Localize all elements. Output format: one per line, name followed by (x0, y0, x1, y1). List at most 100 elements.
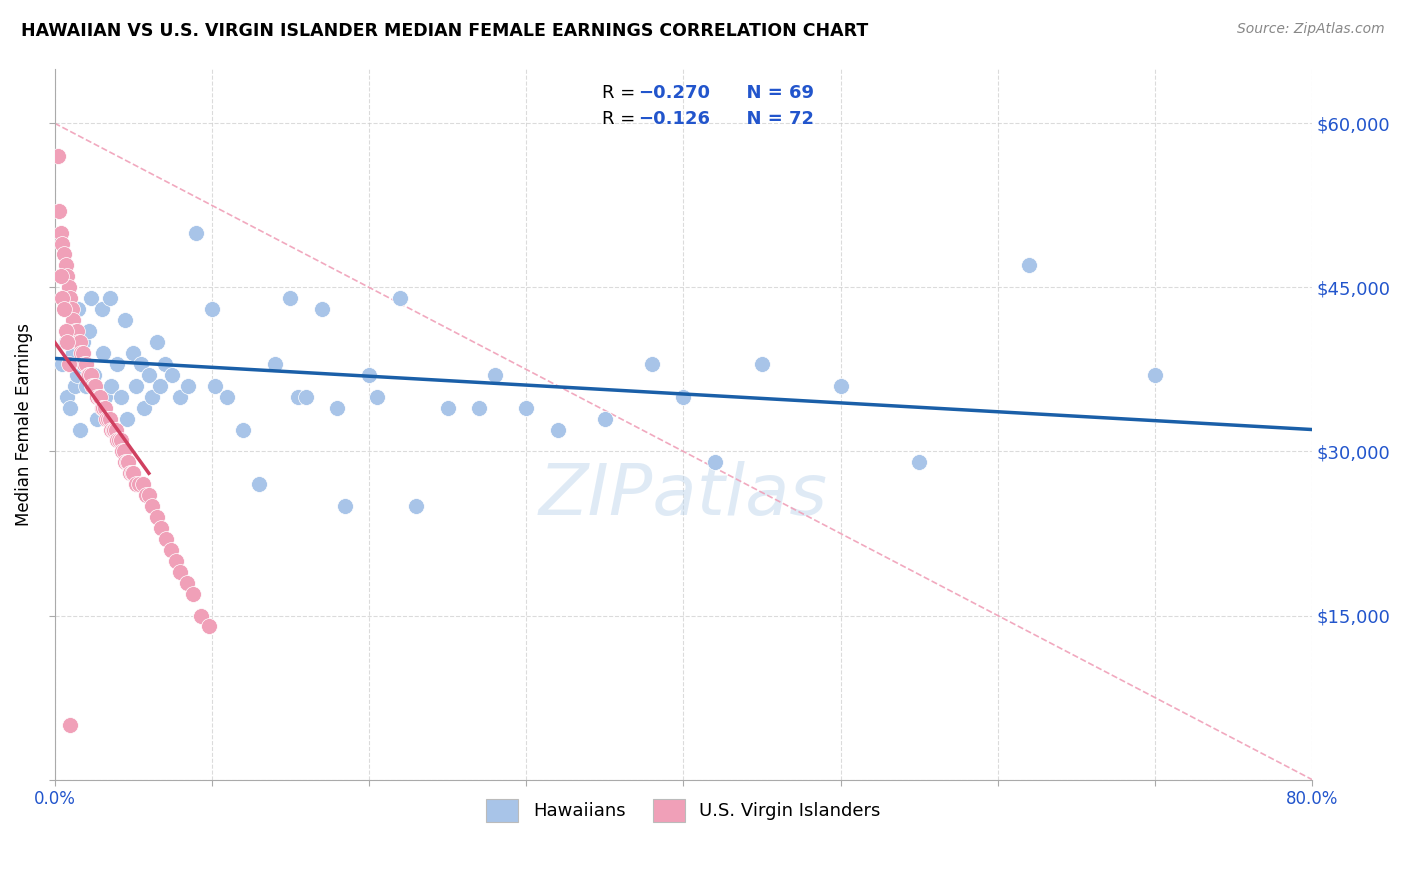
Point (87, 390, 110, 404)
Point (70, 346, 93, 360)
Point (51, 357, 73, 371)
Point (145, 334, 167, 349)
Point (121, 467, 143, 481)
Point (55, 334, 77, 349)
Text: HAWAIIAN VS U.S. VIRGIN ISLANDER MEDIAN FEMALE EARNINGS CORRELATION CHART: HAWAIIAN VS U.S. VIRGIN ISLANDER MEDIAN … (21, 22, 869, 40)
Point (515, 401, 537, 415)
Point (63, 324, 86, 338)
Point (90, 401, 112, 415)
Point (287, 390, 309, 404)
Point (77, 324, 100, 338)
Point (100, 378, 122, 392)
Point (405, 499, 427, 513)
Point (145, 510, 167, 524)
Point (1018, 259, 1040, 273)
Point (94, 401, 117, 415)
Point (672, 390, 695, 404)
Point (129, 357, 152, 371)
Point (125, 378, 148, 392)
Point (107, 357, 129, 371)
Point (75, 357, 97, 371)
Y-axis label: Median Female Earnings: Median Female Earnings (15, 323, 32, 525)
Point (138, 368, 160, 382)
Point (84, 378, 107, 392)
Point (56, 269, 79, 284)
Point (56, 334, 79, 349)
Point (73, 357, 96, 371)
Point (65, 368, 87, 382)
Point (169, 390, 191, 404)
Point (201, 302, 224, 317)
Point (51, 291, 73, 305)
Point (204, 378, 226, 392)
Point (335, 499, 357, 513)
Point (55, 259, 77, 273)
Point (51, 236, 73, 251)
Point (138, 488, 160, 502)
Point (69, 423, 91, 437)
Point (67, 302, 90, 317)
Point (86, 390, 108, 404)
Point (177, 378, 200, 392)
Point (115, 411, 138, 425)
Point (62, 346, 84, 360)
Point (62, 313, 84, 327)
Point (79, 291, 101, 305)
Point (49, 269, 72, 284)
Point (58, 280, 80, 294)
Point (131, 477, 153, 491)
Point (86, 411, 108, 425)
Point (91, 401, 114, 415)
Point (169, 565, 191, 579)
Point (60, 302, 83, 317)
Point (641, 357, 664, 371)
Point (703, 455, 725, 469)
Point (98, 411, 121, 425)
Point (122, 467, 145, 481)
Point (160, 542, 183, 557)
Point (115, 455, 138, 469)
Point (117, 455, 139, 469)
Point (63, 378, 86, 392)
Point (65, 324, 87, 338)
Point (98, 291, 121, 305)
Point (108, 434, 131, 448)
Point (125, 477, 148, 491)
Point (114, 313, 136, 327)
Point (118, 467, 141, 481)
Point (197, 619, 219, 633)
Point (484, 368, 506, 382)
Point (141, 499, 163, 513)
Point (311, 302, 333, 317)
Point (128, 477, 150, 491)
Point (83, 368, 105, 382)
Point (190, 608, 212, 623)
Text: R =: R = (602, 85, 641, 103)
Point (96, 411, 118, 425)
Point (67, 334, 90, 349)
Point (149, 378, 172, 392)
Point (91, 346, 114, 360)
Point (76, 368, 98, 382)
Point (94, 390, 117, 404)
Point (104, 423, 127, 437)
Point (46, 149, 69, 163)
Point (73, 357, 96, 371)
Point (593, 411, 616, 425)
Point (135, 488, 157, 502)
Point (56, 390, 79, 404)
Point (97, 411, 120, 425)
Point (55, 324, 77, 338)
Text: R =: R = (602, 110, 641, 128)
Point (122, 346, 145, 360)
Point (111, 444, 134, 458)
Legend: Hawaiians, U.S. Virgin Islanders: Hawaiians, U.S. Virgin Islanders (474, 786, 893, 835)
Point (278, 291, 301, 305)
Text: Source: ZipAtlas.com: Source: ZipAtlas.com (1237, 22, 1385, 37)
Point (77, 368, 100, 382)
Point (58, 357, 80, 371)
Text: N = 72: N = 72 (734, 110, 814, 128)
Point (263, 357, 285, 371)
Point (326, 401, 349, 415)
Point (83, 378, 105, 392)
